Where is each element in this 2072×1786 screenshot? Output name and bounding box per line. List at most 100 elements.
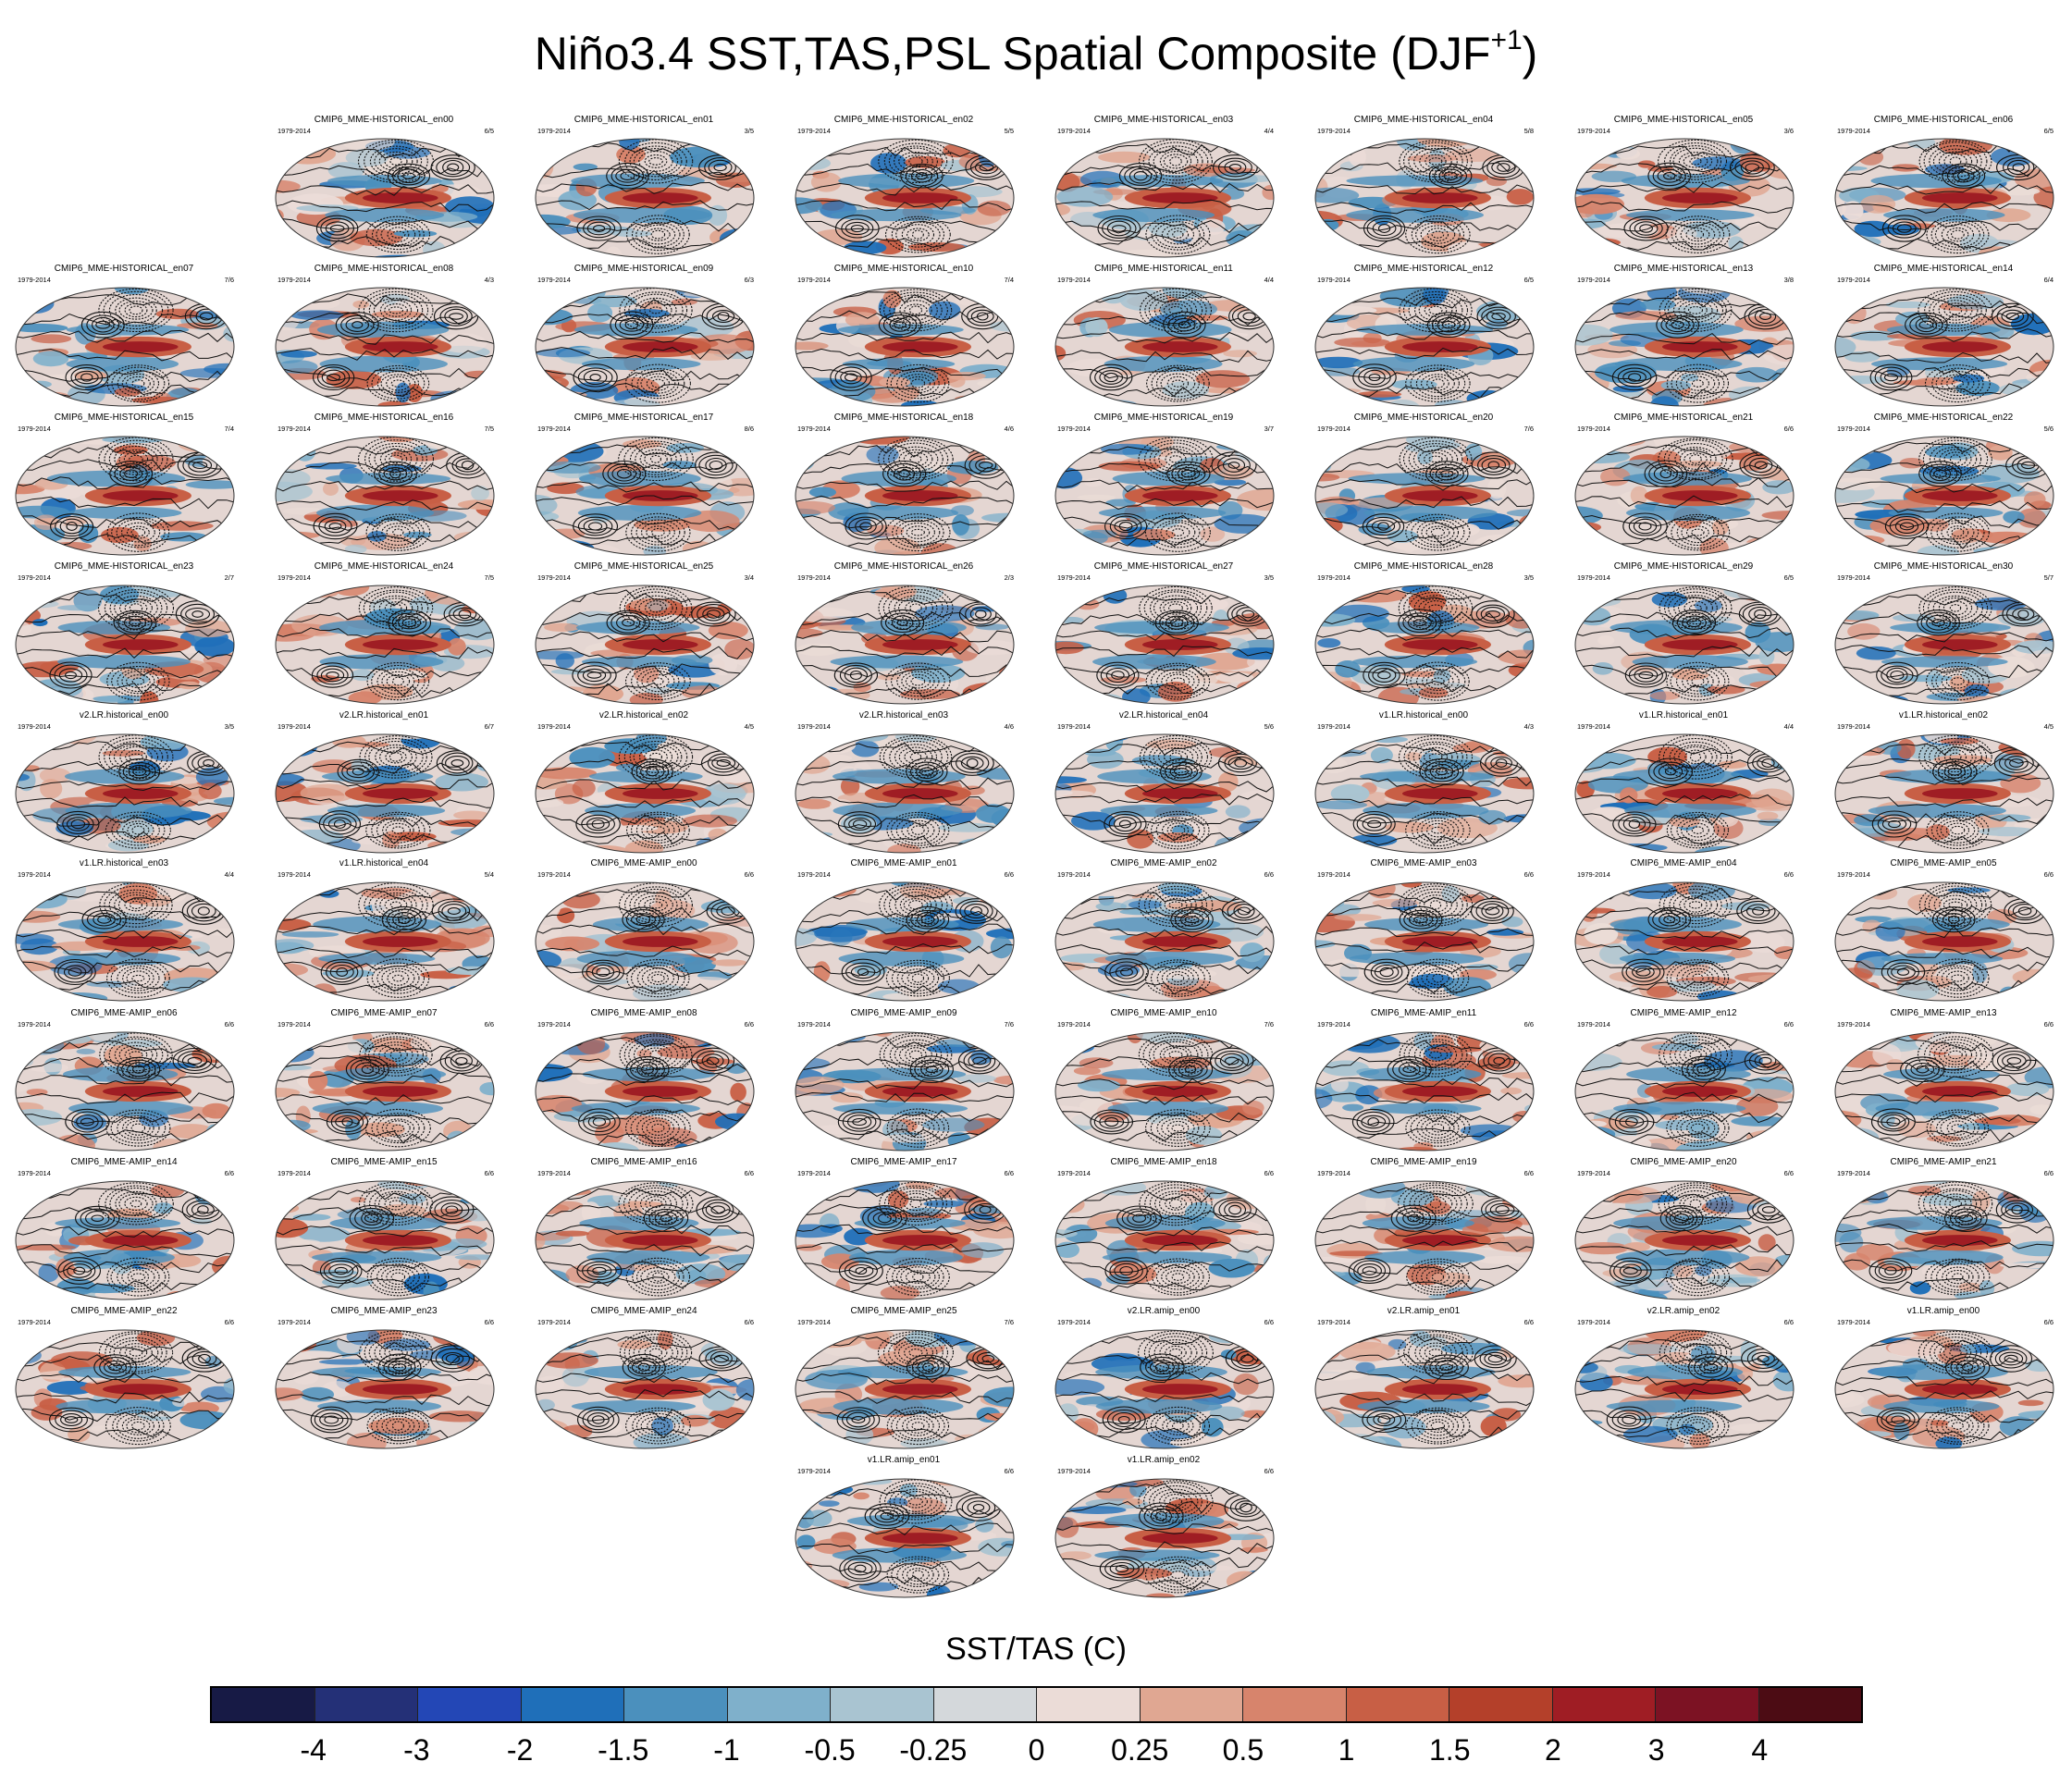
map-panel: CMIP6_MME-HISTORICAL_en23 1979-2014 2/7 [5,561,243,708]
panel-event-count: 6/6 [1264,870,1274,879]
map-border [1054,138,1275,258]
psl-contour [366,958,430,998]
anomaly-patch [1989,814,2031,822]
map-panel: CMIP6_MME-AMIP_en18 1979-2014 6/6 [1044,1157,1283,1303]
psl-contour [130,1123,146,1133]
psl-contour-line [16,476,234,490]
psl-contour [1413,916,1428,924]
anomaly-patch [104,1044,142,1067]
anomaly-patch [278,142,337,165]
psl-contour-line [1575,1059,1794,1073]
anomaly-patch [722,1033,744,1051]
psl-contour [900,374,935,394]
anomaly-patch [1837,610,1880,621]
panel-title: CMIP6_MME-HISTORICAL_en00 [314,115,454,125]
anomaly-patch [611,230,653,238]
anomaly-patch [1320,588,1344,601]
psl-contour [1758,1056,1772,1065]
anomaly-patch [967,543,1007,551]
psl-contour [1161,1266,1195,1287]
psl-contour-line [1575,1259,1794,1273]
global-map [795,436,1015,556]
panel-period: 1979-2014 [1317,1169,1350,1177]
anomaly-patch [19,938,59,955]
psl-contour [92,316,115,333]
anomaly-patch [1995,395,2053,406]
anomaly-patch [1758,1234,1776,1251]
anomaly-patch [280,350,317,358]
psl-contour [900,522,935,543]
psl-contour-line [796,664,1014,678]
psl-contour [98,1182,174,1226]
psl-contour [1413,619,1426,627]
psl-contour-line [1835,202,2054,214]
psl-contour [1169,764,1193,779]
panel-event-count: 4/5 [744,722,754,731]
panel-title: CMIP6_MME-HISTORICAL_en21 [1613,413,1754,423]
psl-contour [123,615,147,630]
psl-contour-line [16,647,234,660]
psl-contour [1933,446,1978,472]
psl-contour-line [536,1109,754,1122]
psl-contour-line [796,462,1014,475]
cool-anomaly-band [66,324,190,336]
anomaly-patch [277,360,318,374]
psl-contour-line [1055,1261,1274,1274]
psl-contour [1951,229,1965,240]
panel-period: 1979-2014 [537,1169,571,1177]
psl-contour [323,1260,359,1282]
enso-warm-core [1142,490,1218,501]
psl-contour [1917,1032,1994,1078]
psl-contour-line [1315,796,1534,808]
anomaly-patch [830,1091,864,1103]
map-panel: CMIP6_MME-AMIP_en20 1979-2014 6/6 [1564,1157,1803,1303]
psl-contour [1430,826,1445,834]
psl-contour [1691,528,1705,536]
anomaly-patch [1315,1089,1333,1110]
psl-contour [905,1047,927,1063]
psl-contour [581,814,615,834]
global-map [1314,1180,1535,1300]
map-panel: CMIP6_MME-HISTORICAL_en02 1979-2014 5/5 [784,115,1023,261]
psl-contour [1881,959,1926,985]
panel-title: CMIP6_MME-HISTORICAL_en09 [574,264,714,274]
anomaly-patch [329,702,350,704]
psl-contour-line [1835,1090,2054,1104]
cool-anomaly-band [66,356,179,372]
global-map [275,585,495,705]
panel-period: 1979-2014 [797,425,831,433]
psl-contour [1949,156,1962,166]
anomaly-patch [1917,545,1960,555]
psl-contour [698,454,734,476]
psl-contour [1680,1267,1716,1287]
anomaly-patch [1997,845,2040,853]
anomaly-patch [1498,1185,1534,1200]
psl-contour [1932,297,1979,324]
anomaly-patch [1236,488,1274,511]
map-border [1054,287,1275,407]
psl-contour-line [1055,181,1274,193]
psl-contour [894,1190,938,1217]
psl-contour [1153,1041,1199,1069]
anomaly-patch [1575,188,1621,195]
anomaly-patch [1842,201,1864,221]
map-border [1574,881,1794,1002]
enso-warm-core [363,192,438,203]
anomaly-patch [536,1283,553,1299]
psl-contour-line [796,495,1014,509]
cool-anomaly-band [1622,471,1752,487]
psl-contour [1410,1112,1466,1144]
psl-contour [1144,1184,1207,1224]
global-map [1574,585,1794,705]
anomaly-patch [1728,236,1744,251]
psl-contour-line [1575,476,1794,487]
psl-contour [108,889,164,921]
psl-contour [576,216,622,241]
anomaly-patch [991,437,1014,441]
panel-event-count: 6/6 [1264,1169,1274,1177]
panel-title: CMIP6_MME-HISTORICAL_en26 [833,561,974,572]
psl-contour [602,460,647,487]
psl-contour [1149,740,1202,774]
psl-contour [1918,320,1934,329]
psl-contour [357,437,435,482]
